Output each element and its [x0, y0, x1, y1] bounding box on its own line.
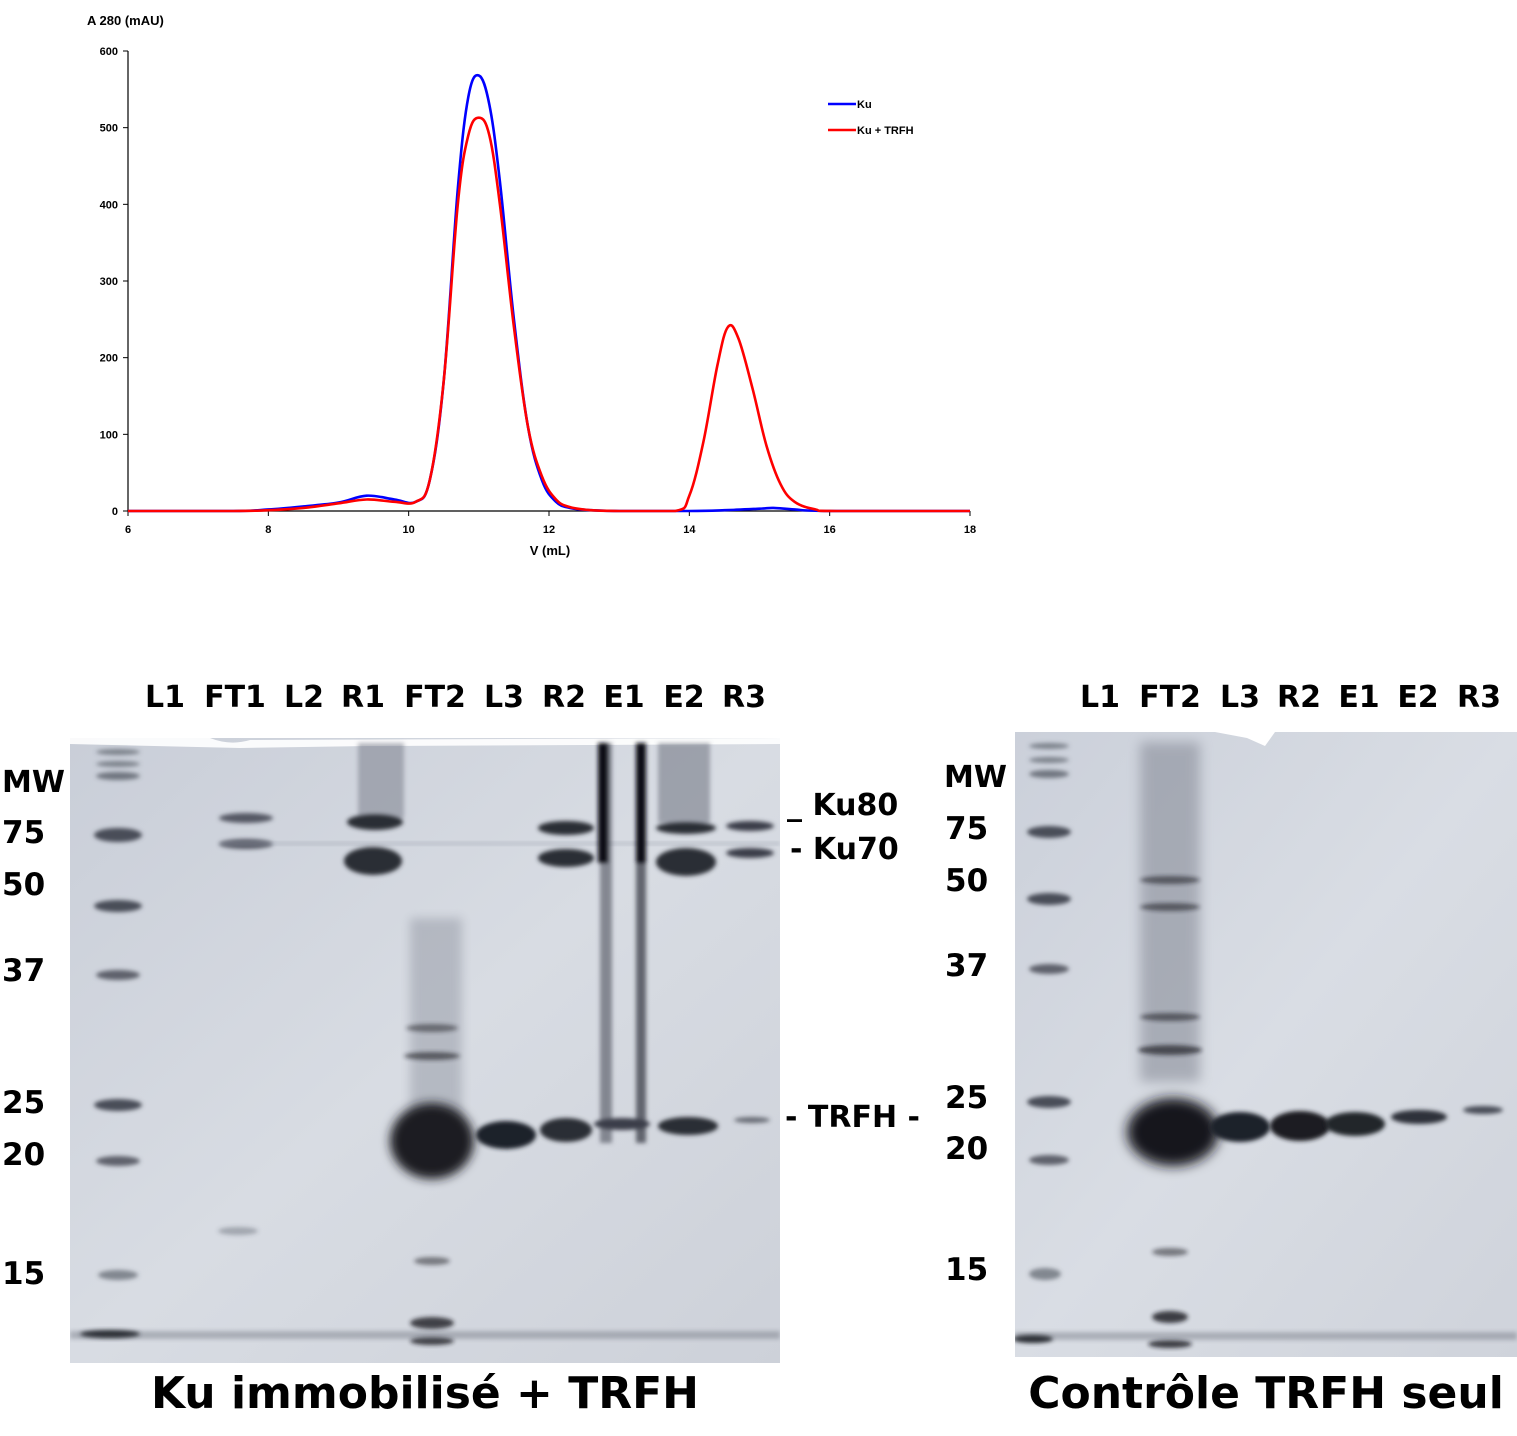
- y-tick-label: 400: [100, 199, 118, 211]
- right-mw-marker-50: 50: [945, 863, 988, 899]
- right-mw-marker-75: 75: [945, 811, 988, 847]
- left-mw-marker-20: 20: [2, 1137, 45, 1173]
- series-line-ku: [128, 75, 970, 511]
- left-mw-header: MW: [2, 765, 65, 800]
- right-lane-label-r2: R2: [1277, 680, 1321, 715]
- right-lane-l3: [1210, 1112, 1270, 1142]
- left-mw-marker-75: 75: [2, 815, 45, 851]
- right-mw-marker-37: 37: [945, 948, 988, 984]
- right-mw-header: MW: [944, 760, 1007, 795]
- left-lane-label-r2: R2: [542, 680, 586, 715]
- series-lines: [128, 75, 970, 511]
- right-lane-label-e2: E2: [1397, 680, 1438, 715]
- right-mw-marker-15: 15: [945, 1252, 988, 1288]
- right-mw-marker-25: 25: [945, 1080, 988, 1116]
- legend: Ku Ku + TRFH: [828, 99, 914, 137]
- left-gel-caption: Ku immobilisé + TRFH: [151, 1368, 699, 1419]
- y-tick-label: 200: [100, 353, 118, 365]
- right-mw-marker-20: 20: [945, 1131, 988, 1167]
- ku80-label: _ Ku80: [787, 788, 898, 823]
- left-lane-label-ft2: FT2: [404, 680, 466, 715]
- x-tick-label: 18: [964, 524, 976, 536]
- x-axis-title: V (mL): [530, 543, 570, 558]
- y-tick-label: 0: [112, 506, 118, 518]
- right-lane-e2: [1391, 1110, 1447, 1124]
- x-tick-label: 10: [403, 524, 415, 536]
- series-line-ku-trfh: [128, 118, 970, 511]
- x-tick-label: 16: [824, 524, 836, 536]
- right-lane-label-ft2: FT2: [1139, 680, 1201, 715]
- right-gel-caption: Contrôle TRFH seul: [1028, 1368, 1504, 1419]
- right-lane-e1: [1325, 1112, 1385, 1136]
- legend-label: Ku: [857, 99, 872, 111]
- right-lane-label-l3: L3: [1220, 680, 1260, 715]
- x-tick-label: 14: [683, 524, 696, 536]
- left-mw-marker-15: 15: [2, 1256, 45, 1292]
- left-lane-label-r3: R3: [722, 680, 766, 715]
- right-lane-r2: [1270, 1111, 1330, 1141]
- left-lane-label-e2: E2: [663, 680, 704, 715]
- x-tick-label: 8: [265, 524, 271, 536]
- trfh-label: - TRFH -: [785, 1100, 920, 1135]
- left-lane-label-l2: L2: [284, 680, 324, 715]
- x-ticks: 6 8 10 12 14 16 18: [125, 511, 976, 536]
- right-lane-label-r3: R3: [1457, 680, 1501, 715]
- right-lane-label-l1: L1: [1080, 680, 1120, 715]
- y-axis-title: A 280 (mAU): [87, 13, 164, 28]
- y-tick-label: 500: [100, 123, 118, 135]
- chromatogram-chart: A 280 (mAU) V (mL) 0 100 200 300 400 500 600 6…: [0, 0, 1000, 570]
- left-lane-label-r1: R1: [341, 680, 385, 715]
- y-tick-label: 300: [100, 276, 118, 288]
- left-lane-label-l1: L1: [145, 680, 185, 715]
- legend-label: Ku + TRFH: [857, 125, 914, 137]
- left-mw-marker-37: 37: [2, 953, 45, 989]
- right-lane-r3: [1463, 1106, 1503, 1114]
- left-lane-label-l3: L3: [484, 680, 524, 715]
- left-lane-label-e1: E1: [603, 680, 644, 715]
- left-gel-image: [70, 738, 780, 1363]
- left-mw-marker-50: 50: [2, 867, 45, 903]
- y-tick-label: 600: [100, 46, 118, 58]
- ku70-label: - Ku70: [790, 832, 899, 867]
- left-mw-marker-25: 25: [2, 1085, 45, 1121]
- y-ticks: 0 100 200 300 400 500 600: [100, 46, 128, 518]
- left-lane-label-ft1: FT1: [204, 680, 266, 715]
- right-gel-image: [1015, 732, 1517, 1357]
- x-tick-label: 12: [543, 524, 555, 536]
- right-lane-label-e1: E1: [1338, 680, 1379, 715]
- left-lane-l3: [476, 1121, 536, 1149]
- x-tick-label: 6: [125, 524, 131, 536]
- y-tick-label: 100: [100, 429, 118, 441]
- right-gel-background: [1015, 732, 1517, 1357]
